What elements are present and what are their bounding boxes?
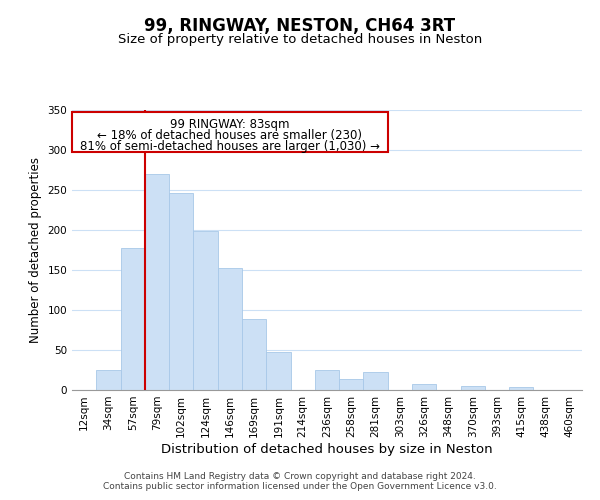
Bar — [169, 193, 193, 390]
Text: 99, RINGWAY, NESTON, CH64 3RT: 99, RINGWAY, NESTON, CH64 3RT — [145, 18, 455, 36]
Y-axis label: Number of detached properties: Number of detached properties — [29, 157, 42, 343]
Bar — [315, 370, 339, 390]
Bar — [266, 352, 290, 390]
Bar — [509, 387, 533, 390]
Bar — [121, 248, 145, 390]
Bar — [145, 174, 169, 390]
FancyBboxPatch shape — [72, 112, 388, 152]
Bar — [218, 268, 242, 390]
Bar — [96, 370, 121, 390]
Bar — [242, 319, 266, 390]
Text: ← 18% of detached houses are smaller (230): ← 18% of detached houses are smaller (23… — [97, 129, 362, 142]
Text: Contains HM Land Registry data © Crown copyright and database right 2024.: Contains HM Land Registry data © Crown c… — [124, 472, 476, 481]
X-axis label: Distribution of detached houses by size in Neston: Distribution of detached houses by size … — [161, 442, 493, 456]
Bar — [193, 231, 218, 390]
Bar — [339, 379, 364, 390]
Text: 81% of semi-detached houses are larger (1,030) →: 81% of semi-detached houses are larger (… — [80, 140, 380, 152]
Text: 99 RINGWAY: 83sqm: 99 RINGWAY: 83sqm — [170, 118, 290, 131]
Bar — [461, 386, 485, 390]
Text: Size of property relative to detached houses in Neston: Size of property relative to detached ho… — [118, 32, 482, 46]
Bar — [364, 372, 388, 390]
Text: Contains public sector information licensed under the Open Government Licence v3: Contains public sector information licen… — [103, 482, 497, 491]
Bar — [412, 384, 436, 390]
